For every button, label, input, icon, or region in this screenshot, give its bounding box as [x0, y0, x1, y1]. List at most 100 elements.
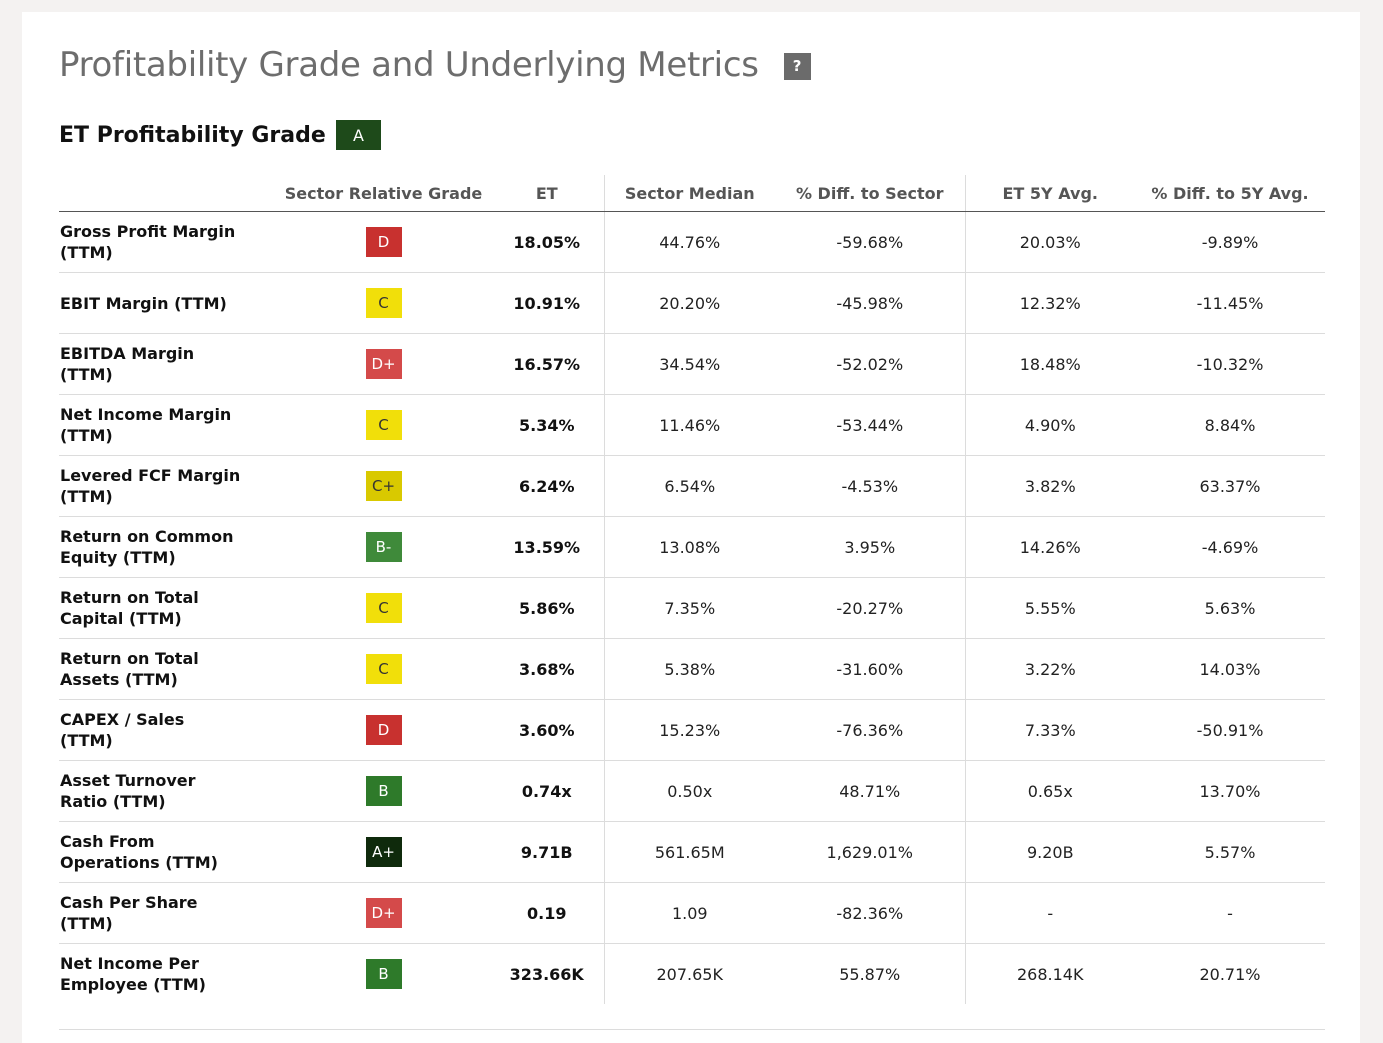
- help-icon[interactable]: ?: [783, 52, 811, 80]
- diff-sector-value: -82.36%: [775, 882, 965, 944]
- diff-sector-value: -4.53%: [775, 455, 965, 517]
- metric-name-line: Gross Profit Margin: [60, 222, 236, 241]
- diff-sector-value: -76.36%: [775, 699, 965, 761]
- five-year-avg-value: 3.82%: [964, 455, 1135, 517]
- metric-name-line: (TTM): [60, 914, 113, 933]
- five-year-avg-value: 12.32%: [964, 272, 1135, 334]
- five-year-avg-value: 4.90%: [964, 394, 1135, 456]
- metric-name-line: EBITDA Margin: [60, 344, 195, 363]
- sector-median-value: 44.76%: [603, 211, 775, 273]
- sector-median-value: 11.46%: [603, 394, 775, 456]
- diff-5y-value: 8.84%: [1135, 394, 1325, 456]
- table-row: Return on Total Assets (TTM) C 3.68% 5.38% -3…: [59, 638, 1325, 700]
- title-row: Profitability Grade and Underlying Metri…: [59, 40, 811, 90]
- five-year-avg-value: 9.20B: [964, 821, 1135, 883]
- five-year-avg-value: 5.55%: [964, 577, 1135, 639]
- metric-name: Return on Common Equity (TTM): [59, 516, 277, 578]
- diff-5y-value: 20.71%: [1199, 964, 1261, 984]
- diff-sector-value: -31.60%: [775, 638, 965, 700]
- sector-median-value: 34.54%: [603, 333, 775, 395]
- metric-name-line: EBIT Margin (TTM): [60, 293, 227, 313]
- table-row: EBITDA Margin (TTM) D+ 16.57% 34.54% -52.02% 1…: [59, 333, 1325, 395]
- metric-name-line: Net Income Per: [60, 954, 199, 973]
- sector-median-value: 13.08%: [603, 516, 775, 578]
- table-row: Net Income Margin (TTM) C 5.34% 11.46% -53.44…: [59, 394, 1325, 456]
- col-header-5y-avg: ET 5Y Avg.: [964, 175, 1135, 212]
- et-value: 16.57%: [490, 333, 604, 395]
- grade-badge: B: [365, 776, 402, 806]
- table-row: Asset Turnover Ratio (TTM) B 0.74x 0.50x 48.7…: [59, 760, 1325, 822]
- metric-name: Return on Total Assets (TTM): [59, 638, 277, 700]
- bottom-divider: [59, 1029, 1325, 1030]
- metric-name-line: CAPEX / Sales: [60, 710, 185, 729]
- metric-name-line: Asset Turnover: [60, 771, 196, 790]
- metric-name: Net Income Margin (TTM): [59, 394, 277, 456]
- metric-name: Cash Per Share (TTM): [59, 882, 277, 944]
- grade-badge: C: [365, 410, 402, 440]
- et-value: 3.68%: [490, 638, 604, 700]
- diff-5y-value: -4.69%: [1135, 516, 1325, 578]
- diff-sector-value: 55.87%: [839, 964, 901, 984]
- sector-grade-cell: A+: [277, 821, 490, 883]
- et-value: 6.24%: [490, 455, 604, 517]
- table-row: EBIT Margin (TTM) C 10.91% 20.20% -45.98% 12.…: [59, 272, 1325, 334]
- metric-name-line: Equity (TTM): [60, 548, 176, 567]
- sector-median-value: 5.38%: [603, 638, 775, 700]
- page-title: Profitability Grade and Underlying Metri…: [59, 45, 759, 85]
- diff-sector-value: -59.68%: [775, 211, 965, 273]
- table-row: Net Income Per Employee (TTM) B 323.66K 207.…: [59, 943, 1325, 1005]
- metric-name: Asset Turnover Ratio (TTM): [59, 760, 277, 822]
- metrics-table: Sector Relative Grade ET Sector Median %…: [59, 175, 1325, 1004]
- metric-name-line: Levered FCF Margin: [60, 466, 241, 485]
- sector-grade-cell: D: [277, 211, 490, 273]
- diff-sector-value: -52.02%: [775, 333, 965, 395]
- metric-name-line: Return on Total: [60, 588, 199, 607]
- diff-sector-value: 3.95%: [775, 516, 965, 578]
- sector-grade-cell: D: [277, 699, 490, 761]
- metric-name-line: (TTM): [60, 243, 113, 262]
- sector-grade-cell: C: [277, 577, 490, 639]
- overall-grade-badge: A: [336, 120, 381, 150]
- diff-5y-value: -10.32%: [1135, 333, 1325, 395]
- five-year-avg-value: 18.48%: [964, 333, 1135, 395]
- diff-sector-value: 48.71%: [775, 760, 965, 822]
- diff-sector-value: -20.27%: [775, 577, 965, 639]
- five-year-avg-value: 14.26%: [964, 516, 1135, 578]
- metric-name-line: Return on Total: [60, 649, 199, 668]
- sector-median-value: 207.65K: [603, 943, 775, 1004]
- diff-5y-value: 5.57%: [1135, 821, 1325, 883]
- diff-5y-value: -9.89%: [1135, 211, 1325, 273]
- sector-grade-cell: C: [277, 272, 490, 334]
- grade-badge: A+: [365, 837, 402, 867]
- table-row: CAPEX / Sales (TTM) D 3.60% 15.23% -76.36% 7.3…: [59, 699, 1325, 761]
- metric-name-line: (TTM): [60, 487, 113, 506]
- grade-badge: B: [365, 959, 402, 989]
- sector-grade-cell: B: [277, 760, 490, 822]
- sector-median-value: 7.35%: [603, 577, 775, 639]
- et-value: 9.71B: [490, 821, 604, 883]
- metric-name: Net Income Per Employee (TTM): [59, 944, 277, 1005]
- five-year-avg-value: -: [964, 882, 1135, 944]
- diff-5y-value: -11.45%: [1135, 272, 1325, 334]
- grade-badge: C: [365, 593, 402, 623]
- metric-name-line: Cash From: [60, 832, 155, 851]
- five-year-avg-value: 20.03%: [964, 211, 1135, 273]
- et-value: 0.19: [490, 882, 604, 944]
- sector-median-value: 1.09: [603, 882, 775, 944]
- five-year-avg-value: 268.14K: [964, 943, 1135, 1004]
- metric-name-line: Employee (TTM): [60, 975, 206, 994]
- diff-5y-value: 14.03%: [1135, 638, 1325, 700]
- et-value: 0.74x: [490, 760, 604, 822]
- sector-grade-cell: C: [277, 638, 490, 700]
- et-value: 323.66K: [509, 964, 584, 984]
- diff-sector-value: -53.44%: [775, 394, 965, 456]
- col-header-diff-sector: % Diff. to Sector: [775, 175, 965, 212]
- metric-name-line: Return on Common: [60, 527, 234, 546]
- diff-5y-value: -: [1135, 882, 1325, 944]
- sector-median-value: 561.65M: [603, 821, 775, 883]
- metric-name-line: (TTM): [60, 365, 113, 384]
- sector-grade-cell: D+: [277, 882, 490, 944]
- metric-name-line: Cash Per Share: [60, 893, 198, 912]
- table-row: Gross Profit Margin (TTM) D 18.05% 44.76% -59…: [59, 211, 1325, 273]
- grade-badge: C: [365, 654, 402, 684]
